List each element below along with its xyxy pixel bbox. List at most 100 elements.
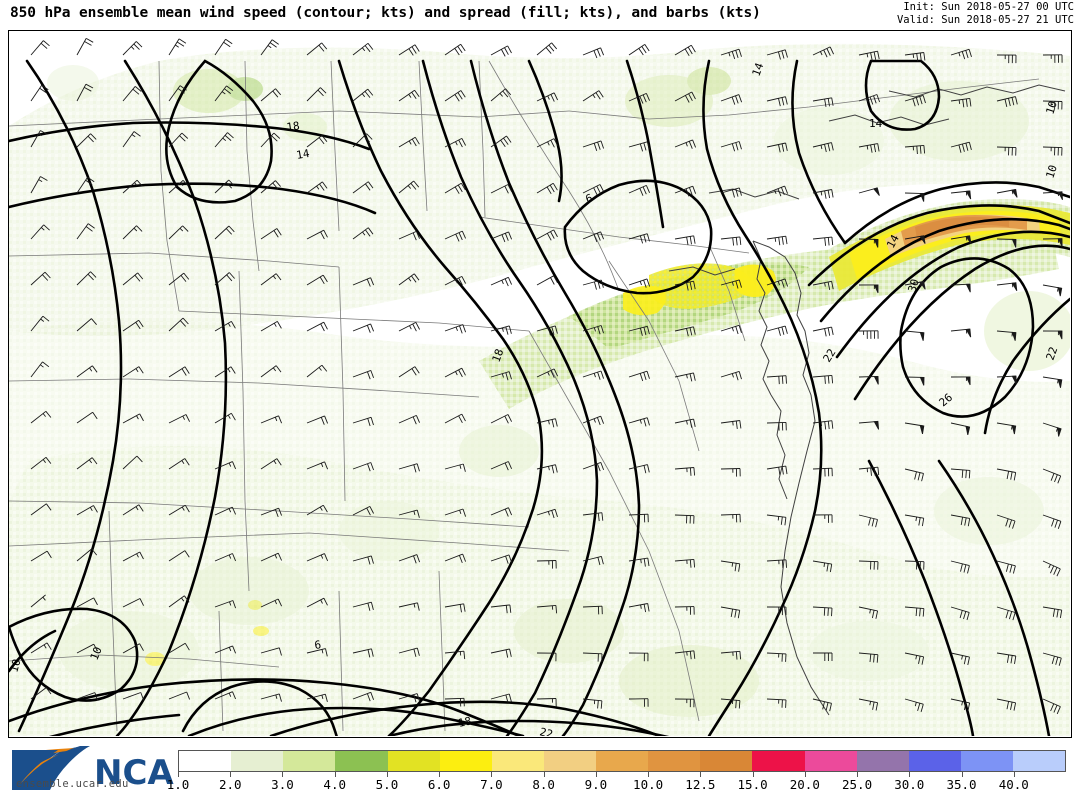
wind-barb <box>306 135 328 148</box>
wind-barb <box>444 367 466 378</box>
wind-barb <box>1042 468 1062 484</box>
wind-barb <box>996 188 1018 198</box>
colorbar-segments[interactable] <box>178 750 1066 772</box>
colorbar-segment[interactable] <box>648 751 701 771</box>
wind-barb <box>214 179 235 194</box>
wind-barb <box>168 317 189 332</box>
colorbar-tick-label: 12.5 <box>685 777 716 792</box>
colorbar-tick <box>857 772 859 777</box>
wind-barb <box>76 597 98 608</box>
wind-barb <box>122 319 144 332</box>
wind-barb <box>352 133 373 148</box>
wind-barb <box>30 550 52 562</box>
wind-barb <box>444 230 467 242</box>
wind-barb <box>766 652 787 662</box>
wind-barb <box>76 365 98 378</box>
wind-barb <box>582 231 605 243</box>
colorbar-segment[interactable] <box>752 751 805 771</box>
wind-barb <box>490 135 512 148</box>
wind-barb <box>858 94 881 105</box>
colorbar-segment[interactable] <box>387 751 440 771</box>
colorbar-segment[interactable] <box>231 751 284 771</box>
contour-line <box>527 59 563 203</box>
wind-barb <box>813 652 833 661</box>
wind-barb <box>674 650 696 660</box>
wind-barb <box>674 44 696 57</box>
colorbar-tick <box>282 772 284 777</box>
wind-barb <box>766 606 787 616</box>
colorbar-segment[interactable] <box>804 751 857 771</box>
spread-corridor-midatlantic <box>479 223 1059 409</box>
colorbar-tick <box>491 772 493 777</box>
wind-barb <box>352 601 374 611</box>
wind-barb <box>812 142 834 153</box>
contour-label-group: 18 14 6 14 14 30 10 10 18 22 22 26 10 10… <box>9 61 1060 736</box>
header-bar: 850 hPa ensemble mean wind speed (contou… <box>0 0 1080 30</box>
colorbar-segment[interactable] <box>439 751 492 771</box>
ncar-logo-mark <box>12 746 90 790</box>
wind-barb <box>214 85 234 102</box>
wind-barb <box>30 456 52 470</box>
spread-max-offshore-core <box>915 217 1009 239</box>
wind-barb <box>1042 652 1062 666</box>
wind-barb <box>168 225 189 240</box>
wind-barb <box>214 321 236 332</box>
colorbar-segment[interactable] <box>960 751 1013 771</box>
contour-line <box>853 244 1070 401</box>
wind-barb <box>582 279 604 290</box>
wind-barb <box>996 54 1017 64</box>
wind-barb <box>904 422 925 435</box>
wind-barb <box>950 468 971 479</box>
wind-barb <box>858 698 879 711</box>
contour-line <box>835 230 1070 359</box>
wind-barb <box>306 42 328 56</box>
wind-barb <box>260 507 283 518</box>
colorbar-segment[interactable] <box>1013 751 1066 771</box>
contour-label: 14 <box>884 232 902 250</box>
wind-barb <box>444 463 466 472</box>
wind-barb <box>582 698 603 709</box>
wind-barb <box>1042 284 1063 297</box>
wind-barb <box>1042 191 1063 201</box>
map-plot-area[interactable]: 18 14 6 14 14 30 10 10 18 22 22 26 10 10… <box>8 30 1072 738</box>
colorbar-segment[interactable] <box>856 751 909 771</box>
wind-barb <box>1042 146 1063 156</box>
colorbar-segment[interactable] <box>335 751 388 771</box>
colorbar-segment[interactable] <box>283 751 336 771</box>
wind-barb <box>306 648 328 657</box>
wind-barb <box>398 321 420 332</box>
wind-barb <box>766 465 788 476</box>
wind-barb <box>306 181 328 194</box>
wind-barb <box>168 179 189 194</box>
wind-barb <box>490 184 513 194</box>
colorbar-segment[interactable] <box>908 751 961 771</box>
spread-peak-blob-a <box>735 264 776 297</box>
wind-barb <box>122 131 141 148</box>
contour-label: 14 <box>295 147 311 162</box>
colorbar-segment[interactable] <box>491 751 544 771</box>
colorbar-segment[interactable] <box>700 751 753 771</box>
colorbar-segment[interactable] <box>179 751 232 771</box>
colorbar-segment[interactable] <box>543 751 596 771</box>
colorbar-segment[interactable] <box>596 751 649 771</box>
wind-barb <box>996 96 1018 108</box>
spread-region-southwest <box>9 446 1070 736</box>
wind-barb <box>1042 514 1062 529</box>
colorbar-ticks <box>178 772 1066 778</box>
contour-line <box>807 204 1070 287</box>
wind-barb <box>766 278 789 288</box>
wind-barb <box>720 141 742 152</box>
wind-barb <box>628 557 650 567</box>
wind-barb <box>628 652 649 662</box>
wind-barb <box>904 560 925 570</box>
wind-barb <box>582 652 603 662</box>
wind-barb <box>168 642 190 654</box>
colorbar[interactable]: 1.0 2.0 3.0 4.0 5.0 6.0 7.0 8.0 9.0 10.0 12.5 15.0 2… <box>167 750 1072 796</box>
wind-barb <box>766 375 787 385</box>
contour-label: 6 <box>314 638 322 652</box>
wind-barb <box>950 190 972 200</box>
wind-barb <box>168 414 191 424</box>
wind-barb <box>30 40 50 56</box>
wind-barb <box>76 318 97 332</box>
